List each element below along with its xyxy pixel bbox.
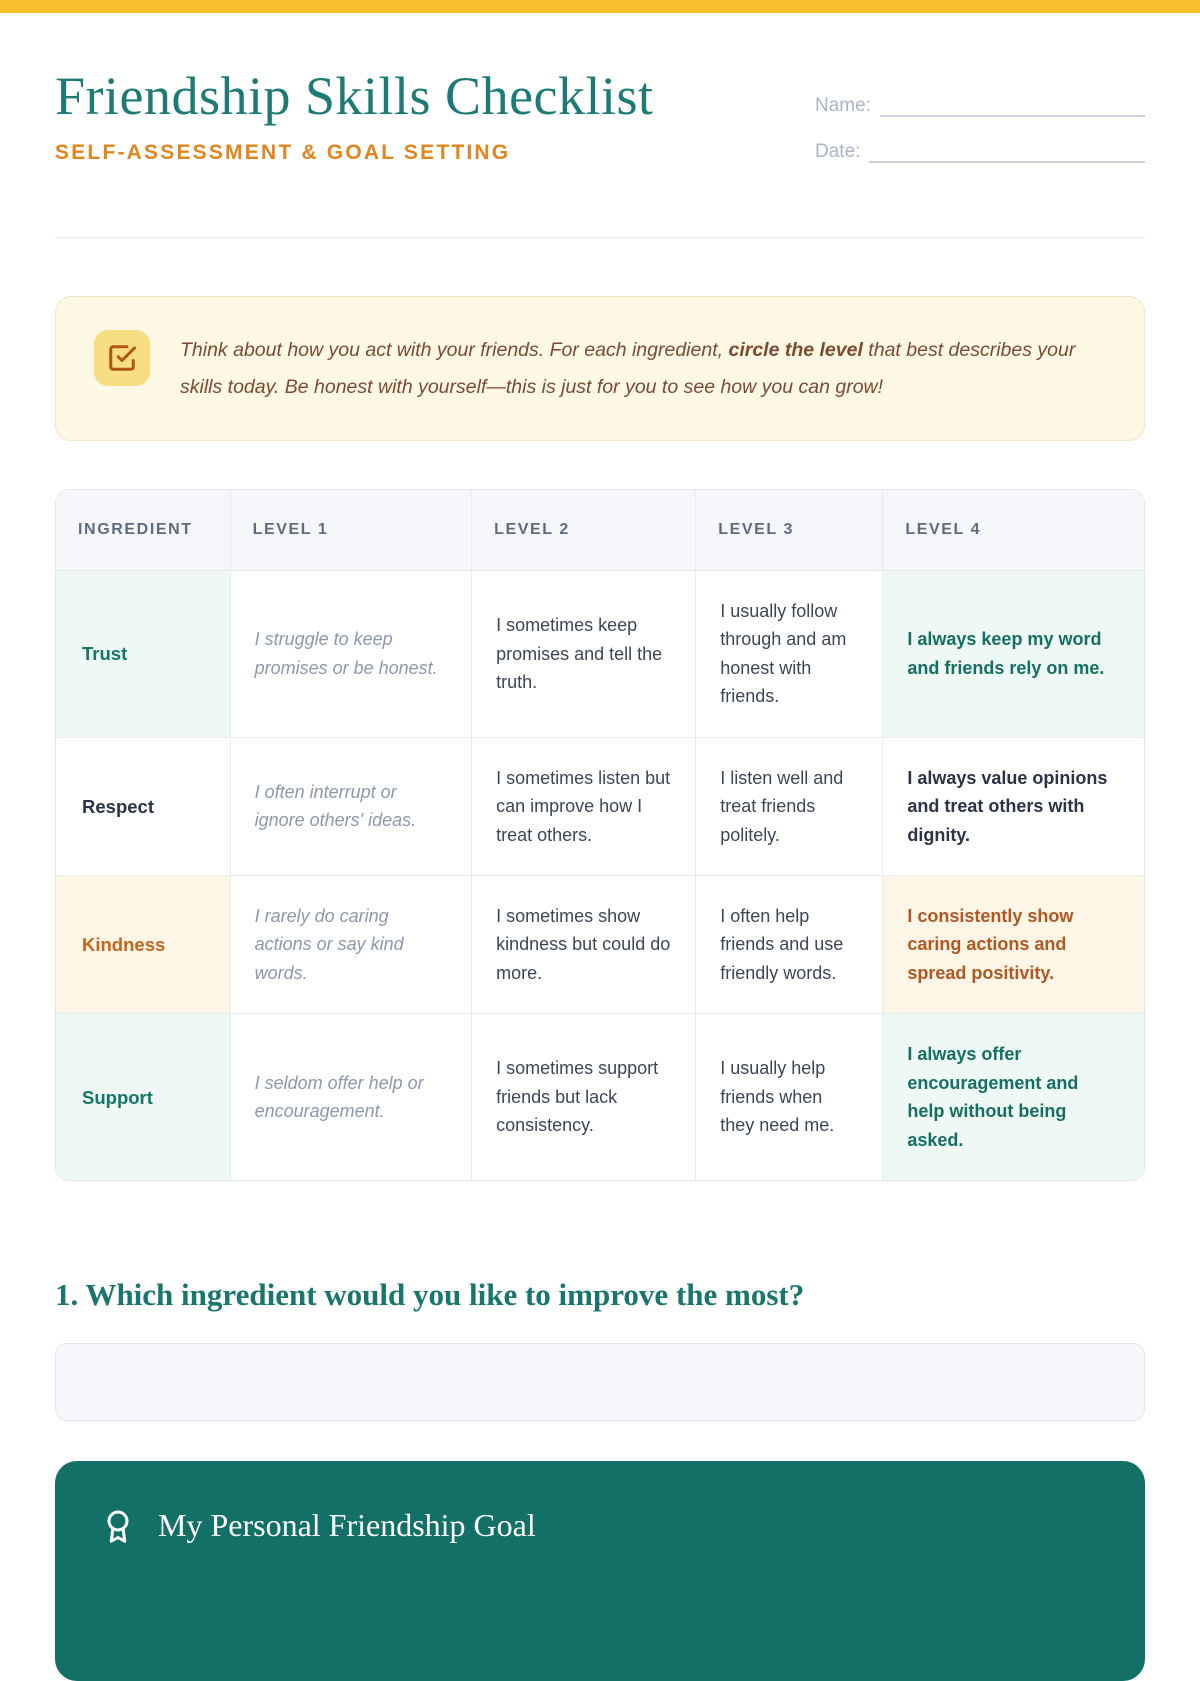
respect-level-3-cell[interactable]: I listen well and treat friends politely… <box>695 736 883 876</box>
support-level-2-cell[interactable]: I sometimes support friends but lack con… <box>471 1013 696 1180</box>
table-row-trust: Trust I struggle to keep promises or be … <box>56 570 1144 738</box>
skills-table: INGREDIENT LEVEL 1 LEVEL 2 LEVEL 3 LEVEL… <box>55 488 1145 1181</box>
column-header-ingredient: INGREDIENT <box>56 489 231 571</box>
top-accent-bar <box>0 0 1200 13</box>
ingredient-label-respect: Respect <box>56 736 231 876</box>
page-subtitle: SELF-ASSESSMENT & GOAL SETTING <box>55 141 511 164</box>
support-level-3-cell[interactable]: I usually help friends when they need me… <box>695 1013 883 1180</box>
kindness-level-3-cell[interactable]: I often help friends and use friendly wo… <box>695 874 883 1014</box>
ingredient-label-kindness: Kindness <box>56 874 231 1014</box>
ingredient-label-trust: Trust <box>56 570 231 738</box>
personal-goal-title: My Personal Friendship Goal <box>158 1507 536 1543</box>
page-title: Friendship Skills Checklist <box>55 66 654 126</box>
table-header-row: INGREDIENT LEVEL 1 LEVEL 2 LEVEL 3 LEVEL… <box>56 489 1144 571</box>
date-write-line[interactable] <box>869 141 1145 163</box>
name-field-row: Name: <box>815 95 1145 117</box>
date-field-row: Date: <box>815 141 1145 163</box>
column-header-level-4: LEVEL 4 <box>882 489 1144 571</box>
respect-level-1-cell[interactable]: I often interrupt or ignore others' idea… <box>229 736 472 876</box>
trust-level-3-cell[interactable]: I usually follow through and am honest w… <box>695 570 883 738</box>
date-label: Date: <box>815 141 861 162</box>
instructions-text: Think about how you act with your friend… <box>180 330 1104 407</box>
trust-level-2-cell[interactable]: I sometimes keep promises and tell the t… <box>471 570 696 738</box>
title-block: Friendship Skills Checklist SELF-ASSESSM… <box>55 65 654 187</box>
instructions-callout: Think about how you act with your friend… <box>55 296 1145 441</box>
question-1-heading: 1. Which ingredient would you like to im… <box>55 1277 1145 1313</box>
personal-goal-panel: My Personal Friendship Goal <box>55 1461 1145 1681</box>
question-1-text: Which ingredient would you like to impro… <box>78 1277 805 1312</box>
award-ribbon-icon <box>100 1507 136 1545</box>
table-row-kindness: Kindness I rarely do caring actions or s… <box>56 874 1144 1014</box>
table-row-respect: Respect I often interrupt or ignore othe… <box>56 736 1144 876</box>
name-date-block: Name: Date: <box>815 95 1145 187</box>
support-level-1-cell[interactable]: I seldom offer help or encouragement. <box>229 1013 472 1180</box>
header-divider <box>55 237 1145 238</box>
support-level-4-cell[interactable]: I always offer encouragement and help wi… <box>882 1013 1144 1180</box>
trust-level-1-cell[interactable]: I struggle to keep promises or be honest… <box>229 570 472 738</box>
ingredient-label-support: Support <box>56 1013 231 1180</box>
name-label: Name: <box>815 95 871 116</box>
kindness-level-4-cell[interactable]: I consistently show caring actions and s… <box>882 874 1144 1014</box>
column-header-level-3: LEVEL 3 <box>695 489 883 571</box>
instructions-text-before: Think about how you act with your friend… <box>180 339 729 361</box>
column-header-level-1: LEVEL 1 <box>229 489 472 571</box>
kindness-level-2-cell[interactable]: I sometimes show kindness but could do m… <box>471 874 696 1014</box>
name-write-line[interactable] <box>879 95 1145 117</box>
question-1-number: 1. <box>55 1277 79 1312</box>
respect-level-2-cell[interactable]: I sometimes listen but can improve how I… <box>471 736 696 876</box>
table-row-support: Support I seldom offer help or encourage… <box>56 1013 1144 1180</box>
check-square-icon <box>94 330 150 386</box>
page-header: Friendship Skills Checklist SELF-ASSESSM… <box>55 65 1145 187</box>
kindness-level-1-cell[interactable]: I rarely do caring actions or say kind w… <box>229 874 472 1014</box>
trust-level-4-cell[interactable]: I always keep my word and friends rely o… <box>882 570 1144 738</box>
column-header-level-2: LEVEL 2 <box>471 489 696 571</box>
instructions-text-after: that best describes your skills today. B… <box>180 339 1076 399</box>
instructions-text-bold: circle the level <box>728 339 863 361</box>
respect-level-4-cell[interactable]: I always value opinions and treat others… <box>882 736 1144 876</box>
question-1-answer-box[interactable] <box>55 1343 1145 1421</box>
